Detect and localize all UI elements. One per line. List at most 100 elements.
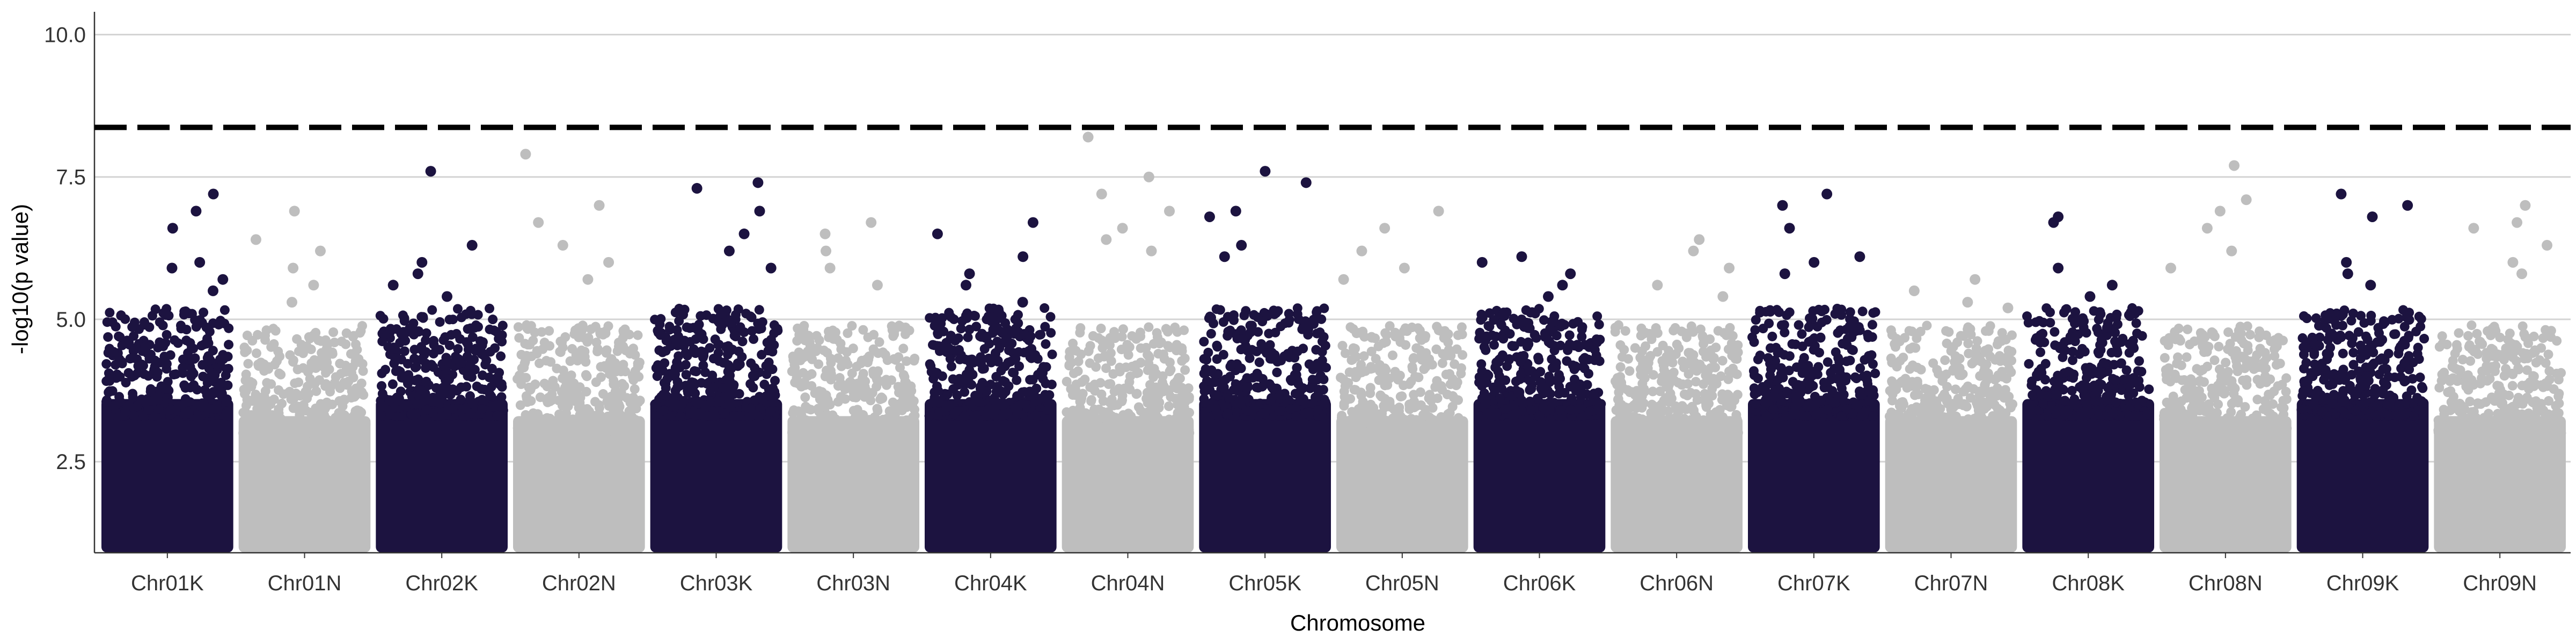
snp-point: [1797, 329, 1807, 339]
snp-point: [1655, 412, 1665, 422]
snp-point: [1689, 405, 1699, 415]
snp-point: [1796, 387, 1806, 398]
snp-point-top-hit: [960, 280, 971, 291]
snp-point: [799, 320, 809, 331]
snp-point: [1370, 423, 1380, 434]
snp-point: [1476, 359, 1487, 369]
snp-point: [1797, 368, 1807, 378]
snp-point: [1441, 350, 1452, 361]
snp-point: [1419, 364, 1429, 374]
snp-point: [566, 418, 576, 428]
snp-point: [696, 346, 706, 356]
snp-point: [567, 344, 577, 354]
snp-point: [328, 327, 339, 338]
snp-point: [2025, 409, 2035, 420]
snp-point: [1457, 423, 1467, 434]
snp-point: [306, 344, 316, 354]
snp-point: [1371, 354, 1381, 364]
snp-point: [1972, 336, 1982, 346]
snp-point: [670, 401, 680, 412]
snp-point: [1283, 349, 1293, 359]
snp-point: [1780, 327, 1790, 338]
snp-point: [901, 329, 911, 339]
snp-point: [986, 357, 997, 368]
snp-point: [701, 401, 711, 411]
snp-point: [339, 394, 349, 405]
snp-point: [2067, 355, 2077, 365]
snp-point: [1620, 326, 1630, 336]
chromosome-points-Chr06K: [1473, 251, 1606, 553]
snp-point-top-hit: [1970, 274, 1981, 285]
snp-point: [848, 384, 858, 394]
snp-point: [290, 378, 300, 389]
snp-point: [105, 308, 115, 318]
snp-point: [1480, 335, 1490, 346]
snp-point: [1555, 405, 1565, 415]
snp-point: [208, 346, 218, 356]
snp-point: [1344, 367, 1355, 377]
snp-point: [162, 330, 172, 340]
snp-point: [121, 377, 131, 387]
snp-point: [162, 384, 172, 394]
snp-point: [1555, 374, 1565, 384]
snp-point: [1265, 340, 1275, 350]
snp-point: [1963, 324, 1973, 334]
snp-point: [829, 421, 839, 431]
snp-point: [1253, 327, 1263, 337]
snp-point: [1975, 386, 1985, 397]
snp-point: [955, 354, 965, 364]
snp-point: [792, 336, 802, 346]
snp-point: [223, 380, 233, 390]
snp-point: [713, 348, 723, 358]
snp-point: [1760, 386, 1770, 396]
snp-point: [1659, 359, 1670, 369]
snp-point: [668, 369, 678, 379]
snp-point: [1688, 350, 1699, 360]
snp-point-top-hit: [738, 228, 750, 239]
snp-point: [1543, 337, 1554, 347]
snp-point: [656, 328, 666, 338]
snp-point: [1618, 383, 1628, 393]
snp-point: [526, 321, 536, 331]
snp-point: [188, 369, 199, 379]
chromosome-points-Chr03K: [650, 177, 783, 553]
snp-point: [1377, 392, 1387, 402]
snp-point: [484, 372, 494, 383]
snp-point: [1385, 321, 1395, 331]
snp-point: [2112, 309, 2122, 319]
snp-point: [1275, 406, 1285, 416]
snp-point-top-hit: [765, 262, 777, 274]
snp-point: [145, 386, 156, 397]
snp-point-top-hit: [286, 297, 297, 308]
snp-point: [1345, 322, 1356, 332]
snp-point: [1994, 351, 2004, 361]
snp-point: [1509, 401, 1519, 411]
snp-point: [822, 348, 832, 358]
snp-point: [765, 406, 775, 416]
snp-point: [1681, 332, 1692, 342]
snp-point: [701, 378, 712, 389]
snp-point-top-hit: [412, 268, 423, 280]
snp-point: [180, 409, 190, 419]
snp-point: [189, 380, 199, 390]
snp-point: [266, 379, 276, 389]
snp-point: [1199, 354, 1209, 364]
snp-point: [1767, 331, 1777, 341]
chromosome-points-Chr05N: [1336, 206, 1468, 553]
snp-point: [664, 321, 675, 332]
snp-point: [253, 412, 263, 422]
snp-point: [1000, 318, 1011, 328]
snp-point: [723, 349, 733, 360]
snp-point: [147, 311, 157, 321]
snp-point: [674, 304, 684, 314]
snp-point: [477, 404, 487, 414]
snp-point: [1940, 389, 1950, 399]
snp-point: [976, 358, 986, 368]
snp-point: [400, 335, 411, 346]
snp-point: [1721, 397, 1731, 407]
snp-point: [555, 347, 565, 357]
snp-point: [1964, 348, 1974, 358]
snp-point: [1620, 402, 1630, 412]
snp-point: [949, 314, 959, 324]
snp-point: [1790, 339, 1801, 349]
